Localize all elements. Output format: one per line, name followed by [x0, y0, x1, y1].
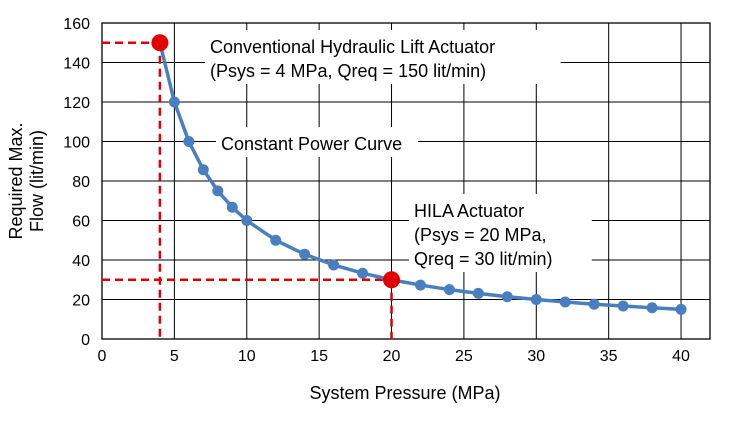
data-point: [530, 294, 542, 305]
x-tick-label: 15: [310, 348, 328, 365]
annotation-curve-bg: [216, 127, 418, 157]
data-point: [646, 302, 658, 314]
y-tick-label: 60: [72, 214, 90, 231]
annotation-curve-line: Constant Power Curve: [221, 134, 402, 154]
annotations: Conventional Hydraulic Lift Actuator (Psy…: [205, 30, 592, 272]
highlight-point: [151, 34, 169, 52]
x-tick-label: 5: [170, 348, 179, 365]
annotation-hila-line: (Psys = 20 MPa,: [414, 225, 547, 245]
data-point: [443, 284, 455, 296]
x-tick-label: 30: [527, 348, 545, 365]
x-axis-title: System Pressure (MPa): [309, 383, 500, 403]
data-point: [299, 248, 311, 260]
annotation-conventional-bg: [205, 30, 561, 84]
y-tick-label: 80: [72, 174, 90, 191]
data-point: [183, 136, 195, 147]
y-tick-label: 120: [63, 95, 90, 112]
x-tick-label: 35: [600, 348, 618, 365]
y-axis-title-line2: Flow (lit/min): [27, 130, 47, 232]
guide-lines: [102, 41, 393, 339]
y-tick-label: 140: [63, 56, 90, 73]
data-point: [357, 267, 369, 279]
data-point: [675, 303, 687, 315]
tick-labels: 0 20 40 60 80 100 120 140 160 0 5 10 15 20 25 30 35 40: [63, 16, 690, 365]
y-tick-label: 0: [81, 332, 90, 349]
data-point: [501, 291, 513, 303]
data-point: [241, 215, 253, 226]
y-tick-label: 40: [72, 253, 90, 270]
x-tick-label: 25: [455, 348, 473, 365]
series-line: [158, 42, 682, 312]
annotation-hila-bg: [409, 194, 592, 272]
data-point: [212, 185, 224, 197]
data-point: [617, 300, 629, 312]
annotation-conventional-line: Conventional Hydraulic Lift Actuator: [210, 37, 495, 57]
data-point: [270, 234, 282, 246]
annotation-conventional-line: (Psys = 4 MPa, Qreq = 150 lit/min): [210, 61, 486, 81]
series-constant-power: [151, 34, 687, 315]
data-point: [226, 201, 238, 213]
x-tick-label: 40: [672, 348, 690, 365]
data-point: [588, 298, 600, 310]
x-tick-label: 10: [238, 348, 256, 365]
y-tick-label: 160: [63, 16, 90, 33]
annotation-hila-line: Qreq = 30 lit/min): [414, 249, 553, 269]
annotation-hila-line: HILA Actuator: [414, 201, 524, 221]
x-tick-label: 20: [383, 348, 401, 365]
data-point: [197, 164, 209, 176]
data-point: [472, 287, 484, 299]
data-point: [559, 296, 571, 308]
data-point: [328, 259, 340, 271]
highlight-point: [383, 271, 401, 289]
data-point: [414, 279, 426, 291]
x-tick-label: 0: [98, 348, 107, 365]
data-point: [168, 96, 180, 108]
y-tick-label: 20: [72, 293, 90, 310]
y-tick-label: 100: [63, 135, 90, 152]
y-axis-title-line1: Required Max.: [6, 122, 26, 239]
